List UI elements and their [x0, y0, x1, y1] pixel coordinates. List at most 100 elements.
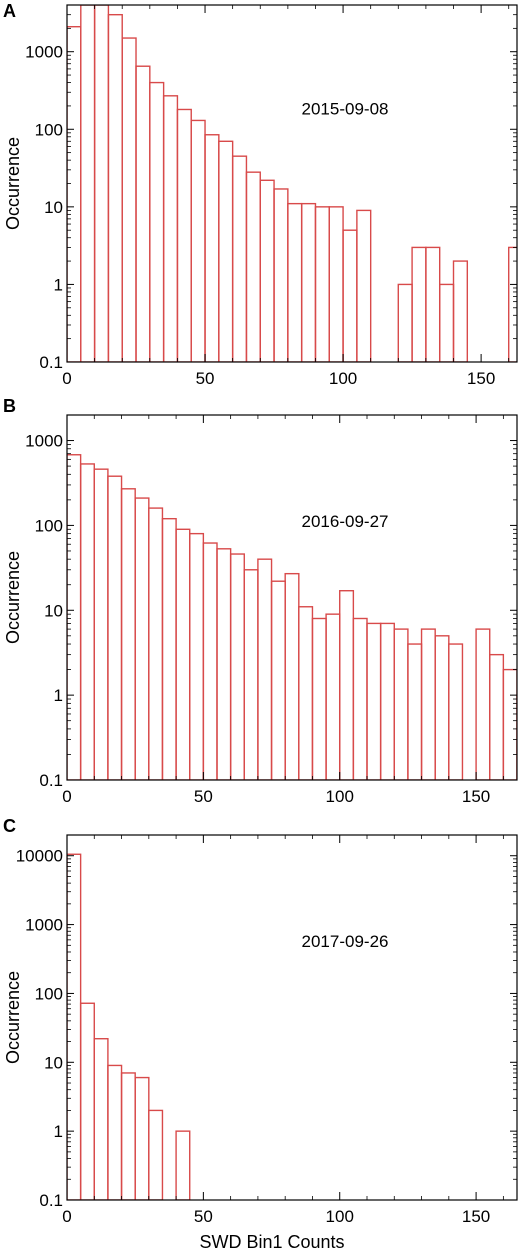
histogram-bar	[79, 1002, 95, 1200]
histogram-bar	[300, 202, 317, 362]
histogram-bar	[229, 553, 245, 780]
histogram-bar	[284, 572, 300, 780]
histogram-bar	[434, 635, 450, 780]
panel-label: B	[3, 396, 16, 416]
y-axis-label: Occurrence	[3, 137, 23, 230]
histogram-bar	[393, 628, 409, 780]
histogram-bar	[287, 202, 303, 362]
x-tick-label: 0	[62, 787, 71, 806]
histogram-bar	[175, 528, 191, 780]
histogram-bar	[216, 548, 232, 780]
histogram-bar	[204, 134, 220, 362]
histogram-bar	[134, 1076, 150, 1200]
y-tick-label: 1000	[25, 432, 63, 451]
histogram-bar	[231, 155, 248, 362]
histogram-bar	[93, 5, 110, 362]
histogram-bar	[420, 628, 436, 780]
bar-series	[67, 5, 517, 362]
histogram-bar	[190, 119, 206, 362]
y-tick-label: 1000	[25, 43, 63, 62]
x-tick-label: 100	[329, 369, 357, 388]
y-tick-label: 100	[35, 120, 63, 139]
histogram-bar	[134, 497, 150, 780]
bar-series	[67, 454, 517, 780]
plot-frame	[66, 4, 518, 363]
y-tick-label: 100	[35, 984, 63, 1003]
histogram-bar	[218, 140, 234, 362]
histogram-bar	[189, 532, 205, 780]
histogram-bar	[67, 26, 82, 362]
x-tick-label: 0	[62, 369, 71, 388]
histogram-bar	[259, 179, 275, 362]
x-tick-label: 0	[62, 1207, 71, 1226]
histogram-bar	[366, 622, 382, 780]
histogram-bar	[148, 1109, 164, 1200]
histogram-bar	[93, 468, 109, 780]
y-tick-label: 10	[44, 601, 63, 620]
histogram-bar	[162, 95, 179, 362]
panel-label: C	[3, 816, 16, 836]
histogram-bar	[407, 643, 423, 780]
histogram-bar	[339, 590, 355, 780]
x-axis-label: SWD Bin1 Counts	[199, 1232, 344, 1252]
x-tick-label: 150	[462, 787, 490, 806]
histogram-bar	[243, 569, 259, 780]
x-tick-label: 150	[462, 1207, 490, 1226]
histogram-bar	[149, 81, 165, 362]
y-tick-label: 0.1	[39, 771, 63, 790]
histogram-bar	[379, 622, 395, 780]
histogram-bar	[121, 37, 137, 362]
x-tick-label: 100	[326, 787, 354, 806]
histogram-bar	[245, 171, 261, 362]
y-axis-label: Occurrence	[3, 971, 23, 1064]
histogram-bar	[448, 643, 464, 780]
histogram-bar	[273, 188, 289, 362]
date-annotation: 2016-09-27	[302, 512, 389, 531]
histogram-bar	[342, 229, 358, 362]
histogram-panel-a: 0.1 1 10 100 1000 0 50 100 150 Occurrence 2015-09-…	[3, 1, 518, 388]
histogram-bar	[314, 206, 330, 362]
histogram-bar	[438, 283, 455, 362]
plot-frame	[66, 414, 518, 781]
date-annotation: 2017-09-26	[302, 932, 389, 951]
histogram-bar	[325, 613, 341, 780]
y-tick-label: 10000	[16, 847, 63, 866]
histogram-bar	[356, 209, 372, 362]
histogram-bar	[120, 1072, 136, 1200]
histogram-bar	[257, 558, 273, 780]
y-tick-label: 1000	[25, 916, 63, 935]
histogram-bar	[352, 617, 368, 780]
histogram-bar	[176, 108, 192, 362]
y-tick-label: 0.1	[39, 1191, 63, 1210]
histogram-bar	[135, 65, 151, 362]
histogram-bar	[67, 454, 82, 780]
histogram-bar	[107, 13, 123, 362]
histogram-bar	[107, 1064, 123, 1200]
y-tick-label: 0.1	[39, 353, 63, 372]
plot-frame	[66, 834, 518, 1201]
x-tick-label: 150	[467, 369, 495, 388]
histogram-bar	[202, 542, 218, 780]
x-tick-label: 100	[326, 1207, 354, 1226]
histogram-bar	[67, 853, 82, 1200]
histogram-bar	[489, 653, 505, 780]
histogram-bar	[475, 628, 491, 780]
histogram-bar	[120, 488, 136, 780]
panel-label: A	[3, 1, 16, 21]
histogram-bar	[161, 517, 177, 780]
histogram-bar	[298, 606, 314, 780]
y-tick-label: 1	[54, 275, 63, 294]
histogram-bar	[452, 260, 469, 362]
histogram-bar	[397, 283, 413, 362]
x-tick-label: 50	[194, 1207, 213, 1226]
histogram-bar	[411, 246, 427, 362]
histogram-bar	[270, 580, 286, 780]
y-tick-label: 1	[54, 1122, 63, 1141]
y-tick-label: 10	[44, 198, 63, 217]
date-annotation: 2015-09-08	[302, 100, 389, 119]
histogram-bar	[80, 5, 96, 362]
histogram-bar	[93, 1038, 109, 1200]
y-tick-label: 10	[44, 1053, 63, 1072]
histogram-panel-b: 0.1 1 10 100 1000 0 50 100 150 Occurrence 2016-09-…	[3, 396, 518, 806]
